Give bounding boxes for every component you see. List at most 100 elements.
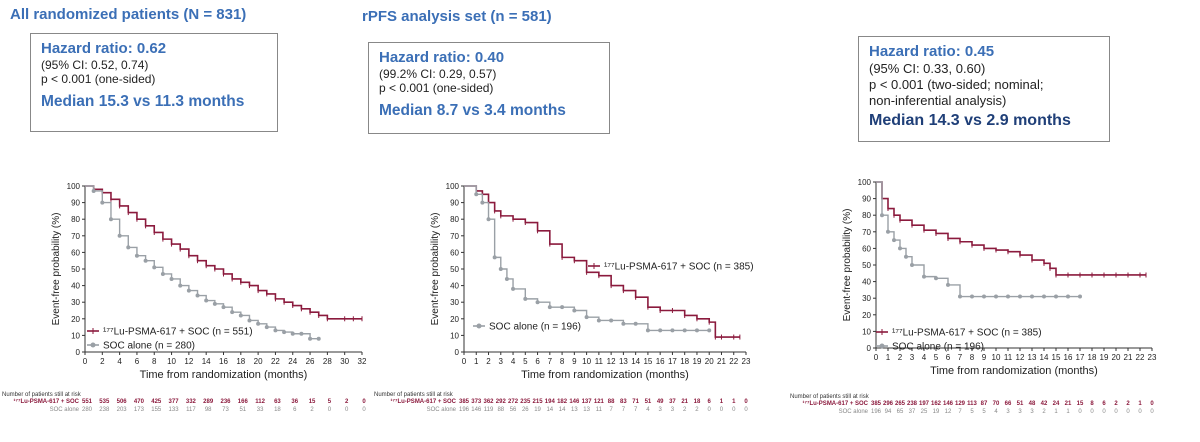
censor-mark-soc (212, 301, 217, 306)
risk-value: 3 (1030, 409, 1034, 415)
censor-mark-soc (160, 271, 165, 276)
hazard-ratio-box: Hazard ratio: 0.62 (95% CI: 0.52, 0.74) … (30, 33, 278, 132)
x-tick-label: 0 (462, 357, 467, 366)
y-tick-label: 30 (450, 298, 459, 307)
risk-value: 0 (345, 407, 349, 413)
risk-value: 0 (719, 407, 724, 413)
y-axis-label: Event-free probability (%) (51, 213, 62, 326)
x-tick-label: 9 (572, 357, 577, 366)
risk-value: 332 (185, 399, 196, 405)
y-tick-label: 10 (71, 331, 80, 340)
censor-mark-soc (498, 267, 503, 271)
y-tick-label: 60 (71, 248, 80, 257)
risk-value: 117 (186, 407, 196, 413)
risk-value: 4 (646, 407, 650, 413)
censor-mark-soc (1066, 294, 1070, 299)
risk-value: 73 (222, 407, 229, 413)
x-tick-label: 0 (83, 357, 88, 366)
y-tick-label: 60 (862, 244, 871, 253)
x-tick-label: 14 (1040, 353, 1049, 362)
hazard-ratio-title: Hazard ratio: 0.45 (869, 43, 995, 60)
x-tick-label: 10 (992, 353, 1001, 362)
censor-mark-soc (91, 188, 96, 193)
x-tick-label: 14 (631, 357, 640, 366)
y-tick-label: 0 (76, 348, 81, 357)
risk-value: 377 (168, 399, 179, 405)
risk-value: 6 (293, 407, 297, 413)
risk-value: 137 (581, 399, 592, 405)
censor-mark-soc (1054, 294, 1058, 299)
risk-value: 385 (458, 399, 470, 405)
risk-value: 21 (681, 399, 689, 405)
risk-value: 425 (151, 399, 162, 405)
risk-value: 37 (908, 409, 916, 415)
censor-mark-soc (480, 200, 485, 205)
censor-mark-soc (247, 318, 252, 323)
risk-row-label: ¹⁷⁷Lu-PSMA-617 + SOC (802, 401, 868, 407)
risk-value: 15 (1076, 401, 1084, 407)
censor-mark-soc (934, 276, 938, 281)
risk-value: 37 (669, 399, 676, 405)
x-tick-label: 26 (306, 357, 315, 366)
x-tick-label: 16 (656, 357, 665, 366)
censor-mark-soc (126, 245, 131, 250)
series-lu-line (876, 181, 1146, 276)
x-tick-label: 18 (1088, 353, 1097, 362)
hazard-ratio-ci: (99.2% CI: 0.29, 0.57) (379, 67, 497, 81)
censor-mark-soc (1018, 294, 1022, 299)
series-soc-line (464, 185, 710, 332)
x-tick-label: 11 (1004, 353, 1013, 362)
risk-value: 18 (274, 407, 281, 413)
hazard-ratio-ci: (95% CI: 0.52, 0.74) (41, 58, 149, 72)
x-tick-label: 15 (643, 357, 652, 366)
censor-mark-soc (682, 328, 687, 333)
risk-value: 0 (707, 407, 711, 413)
risk-value: 121 (593, 399, 604, 405)
series-soc-line (85, 185, 319, 340)
censor-mark-soc (946, 282, 950, 287)
censor-mark-soc (609, 318, 614, 323)
risk-value: 0 (744, 407, 748, 413)
risk-value: 1 (1054, 409, 1058, 415)
censor-mark-soc (117, 233, 122, 238)
risk-value: 1 (1138, 401, 1142, 407)
x-tick-label: 13 (1028, 353, 1037, 362)
risk-value: 15 (308, 399, 316, 405)
x-tick-label: 18 (680, 357, 689, 366)
censor-mark-soc (958, 294, 962, 299)
x-tick-label: 9 (982, 353, 987, 362)
series-soc-line (876, 181, 1080, 298)
x-tick-label: 4 (511, 357, 516, 366)
x-tick-label: 2 (898, 353, 903, 362)
x-axis-label: Time from randomization (months) (521, 369, 689, 381)
y-tick-label: 40 (450, 282, 459, 291)
y-tick-label: 80 (71, 215, 80, 224)
risk-value: 2 (1042, 409, 1046, 415)
y-tick-label: 50 (862, 261, 871, 270)
risk-value: 18 (693, 399, 701, 405)
x-tick-label: 2 (486, 357, 491, 366)
x-tick-label: 7 (958, 353, 963, 362)
risk-value: 51 (239, 407, 247, 413)
x-tick-label: 21 (1124, 353, 1133, 362)
legend-soc-marker (879, 343, 885, 349)
censor-mark-soc (707, 328, 712, 333)
legend-lu-label: ¹⁷⁷Lu-PSMA-617 + SOC (n = 385) (604, 262, 754, 273)
risk-value: 196 (870, 409, 882, 415)
censor-mark-soc (134, 253, 139, 258)
censor-mark-soc (299, 331, 304, 336)
x-tick-label: 11 (595, 357, 604, 366)
risk-value: 13 (583, 407, 590, 413)
risk-value: 4 (994, 409, 998, 415)
panel-heading: rPFS analysis set (n = 581) (362, 8, 552, 25)
risk-table-title: Number of patients still at risk (374, 392, 453, 398)
censor-mark-soc (474, 192, 479, 197)
risk-value: 51 (644, 399, 652, 405)
x-tick-label: 10 (167, 357, 176, 366)
censor-mark-soc (892, 238, 896, 243)
risk-value: 162 (930, 401, 942, 407)
risk-value: 6 (1102, 401, 1106, 407)
risk-value: 146 (942, 401, 954, 407)
y-tick-label: 20 (862, 311, 871, 320)
